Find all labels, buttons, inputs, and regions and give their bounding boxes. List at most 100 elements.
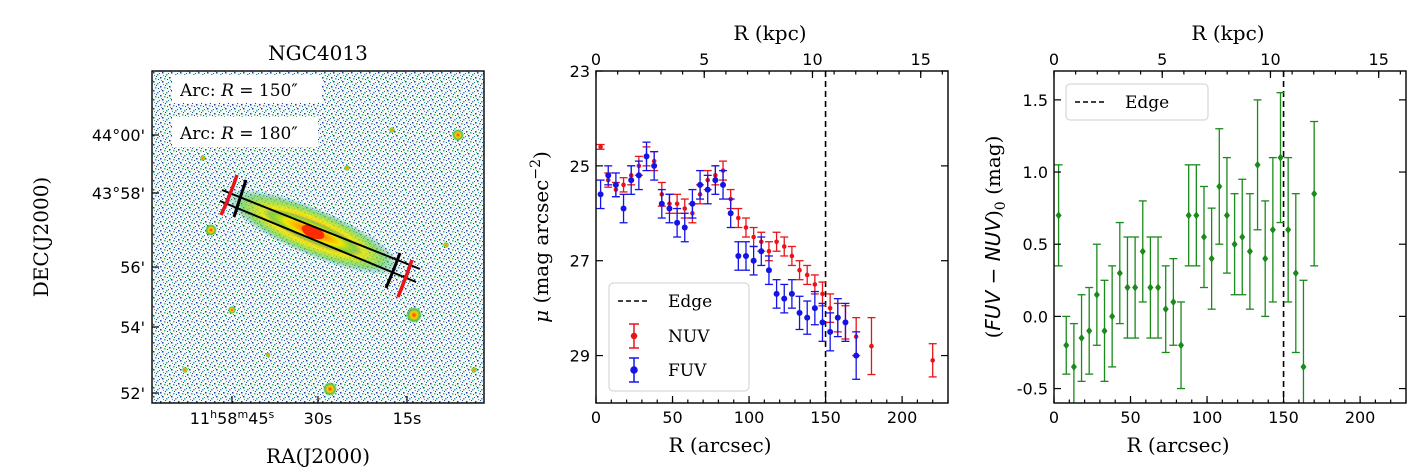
data-point: [1192, 164, 1201, 267]
data-point: [611, 172, 620, 198]
data-point: [1245, 193, 1254, 310]
legend-edge-label: Edge: [1125, 93, 1169, 113]
data-point: [711, 165, 720, 195]
data-point: [1069, 322, 1078, 403]
data-point: [1215, 128, 1224, 245]
sb-legend: Edge NUV FUV: [608, 282, 750, 392]
image-x-ticks: 11h58m45s 30s 15s: [190, 396, 422, 428]
data-point: [1108, 265, 1117, 368]
data-point: [1085, 286, 1094, 375]
y-tick-label: 1.0: [1023, 163, 1048, 182]
y-tick-label: 0.0: [1023, 307, 1048, 326]
x-tick-label: 0: [1049, 408, 1059, 427]
color-x-label: R (arcsec): [1126, 433, 1229, 457]
data-point: [795, 295, 804, 331]
top-x-tick-label: 10: [1260, 50, 1280, 69]
data-point: [650, 150, 659, 181]
data-point: [803, 264, 812, 286]
data-point: [803, 300, 812, 335]
ra-tick-label: 30s: [304, 409, 333, 428]
legend-edge-label: Edge: [668, 292, 712, 312]
color-y-label: (FUV − NUV)0 (mag): [981, 136, 1009, 339]
data-point: [1207, 207, 1216, 310]
data-point: [596, 143, 605, 150]
data-point: [634, 160, 643, 191]
data-point: [810, 290, 819, 326]
data-point: [673, 207, 682, 238]
data-point: [1131, 236, 1140, 339]
data-point: [1284, 156, 1293, 303]
data-point: [772, 231, 781, 252]
top-x-tick-label: 15: [911, 50, 931, 69]
data-point: [734, 207, 743, 229]
data-point: [795, 260, 804, 281]
data-point: [619, 177, 628, 193]
data-point: [810, 274, 819, 295]
data-point: [749, 245, 758, 276]
data-point: [1169, 258, 1178, 346]
top-x-tick-label: 0: [591, 50, 601, 69]
data-point: [1184, 164, 1193, 267]
dec-tick-label: 52': [120, 384, 145, 403]
sb-plot-area: [596, 71, 937, 403]
data-point: [1222, 156, 1231, 274]
legend-nuv-label: NUV: [668, 327, 710, 347]
data-point: [1100, 279, 1109, 382]
top-x-tick-label: 0: [1049, 50, 1059, 69]
data-point: [787, 279, 796, 309]
x-tick-label: 100: [734, 408, 765, 427]
data-point: [928, 343, 937, 378]
data-point: [680, 212, 689, 243]
data-point: [1115, 221, 1124, 325]
data-point: [741, 217, 750, 238]
data-point: [1092, 243, 1101, 346]
data-point: [852, 331, 861, 380]
sb-x-label: R (arcsec): [668, 433, 771, 457]
color-plot-area: [1054, 71, 1319, 403]
data-point: [1199, 185, 1208, 289]
panel-color-index: 0 50 100 150 200 0 5 10 15 -0.5 0.0 0.5 1.0 1.5 R (ar…: [981, 21, 1407, 457]
data-point: [1054, 164, 1063, 267]
data-point: [1161, 265, 1170, 354]
data-point: [604, 165, 613, 186]
data-point: [772, 279, 781, 309]
image-title: NGC4013: [268, 41, 368, 65]
x-tick-label: 200: [887, 408, 918, 427]
ra-tick-label: 11h58m45s: [190, 408, 275, 428]
color-top-x-label: R (kpc): [1191, 21, 1264, 45]
data-point: [1268, 156, 1277, 303]
data-point: [665, 193, 674, 224]
data-point: [1276, 92, 1285, 224]
data-point: [780, 236, 789, 257]
data-point: [826, 312, 835, 352]
x-tick-label: 200: [1345, 408, 1376, 427]
data-point: [741, 241, 750, 271]
image-legend: Arc: R = 150″ Arc: R = 180″: [172, 75, 322, 147]
data-point: [1138, 200, 1147, 303]
dec-tick-label: 43°58': [92, 184, 145, 203]
data-point: [726, 198, 735, 229]
y-tick-label: 29: [570, 347, 590, 366]
dec-tick-label: 44°00': [92, 126, 145, 145]
image-y-ticks: 44°00' 43°58' 56' 54' 52': [92, 126, 159, 403]
data-point: [1077, 294, 1086, 382]
x-tick-label: 0: [591, 408, 601, 427]
data-point: [833, 298, 842, 338]
data-point: [818, 302, 827, 342]
data-point: [1299, 279, 1308, 403]
x-tick-label: 100: [1192, 408, 1223, 427]
data-point: [1146, 236, 1155, 339]
data-point: [657, 188, 666, 219]
arc-180-label: Arc: R = 180″: [179, 124, 298, 144]
sb-frame: [595, 70, 949, 404]
ra-tick-label: 15s: [393, 409, 422, 428]
data-point: [757, 236, 766, 267]
sb-y-label: μ (mag arcsec−2): [528, 151, 553, 323]
panel-surface-brightness: 0 50 100 150 200 0 5 10 15 23 25 27 29 R (arcsec) R …: [528, 21, 949, 457]
data-point: [1253, 99, 1262, 231]
data-point: [749, 226, 758, 248]
color-frame: [1053, 70, 1407, 404]
data-point: [703, 174, 712, 205]
data-point: [1230, 193, 1239, 296]
